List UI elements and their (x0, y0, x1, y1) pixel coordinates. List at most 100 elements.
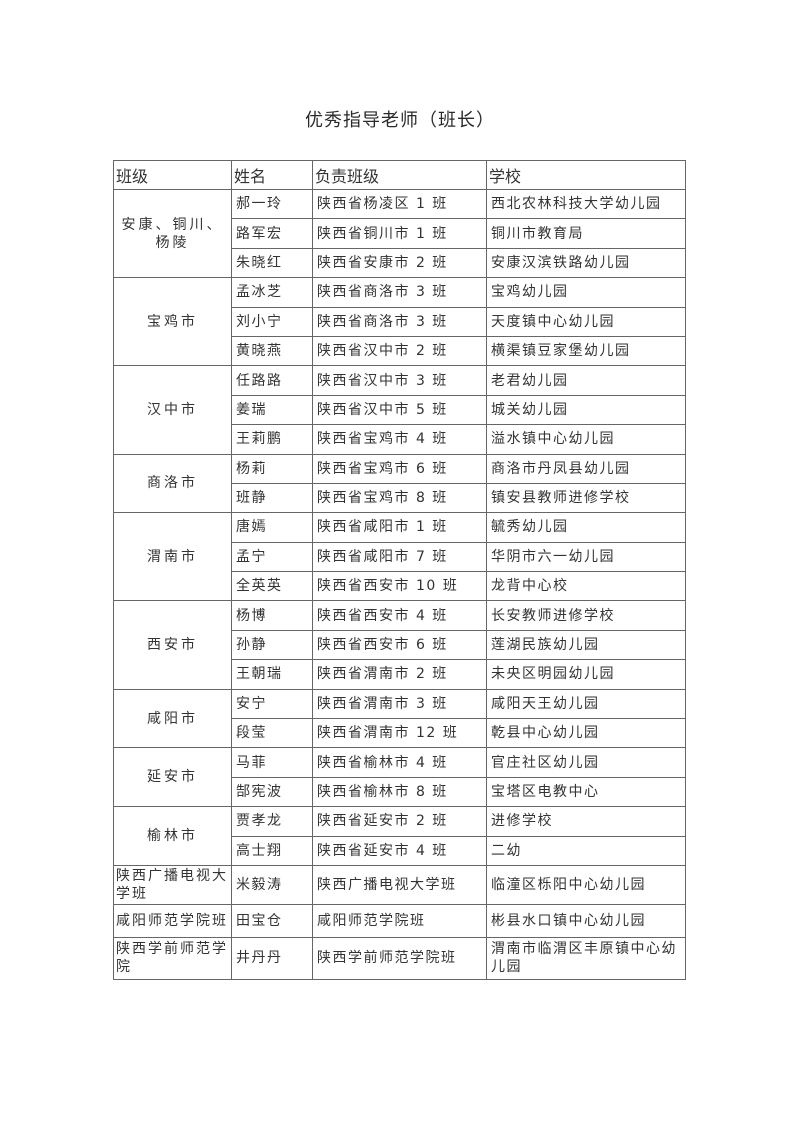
teacher-cell: 杨莉 (231, 453, 313, 484)
class-cell: 陕西省渭南市 3 班 (312, 688, 487, 720)
class-cell: 陕西省宝鸡市 4 班 (312, 424, 487, 455)
class-cell: 陕西省汉中市 5 班 (312, 394, 487, 426)
class-cell: 陕西省铜川市 1 班 (312, 218, 487, 249)
class-cell: 陕西省延安市 4 班 (312, 835, 487, 866)
class-cell: 陕西省安康市 2 班 (312, 247, 487, 279)
teacher-cell: 刘小宁 (231, 306, 313, 337)
table-row: 渭南市 唐嫣 陕西省咸阳市 1 班毓秀幼儿园 (113, 512, 686, 602)
school-cell: 咸阳天王幼儿园 (486, 688, 686, 720)
school-cell: 宝塔区电教中心 (486, 776, 686, 808)
school-cell: 未央区明园幼儿园 (486, 659, 686, 690)
table-row: 西安市 杨博 陕西省西安市 4 班长安教师进修学校 (113, 600, 686, 690)
class-cell: 陕西省延安市 2 班 (312, 806, 487, 837)
school-cell: 溢水镇中心幼儿园 (486, 424, 686, 455)
table-row: 朱晓红 陕西省安康市 2 班安康汉滨铁路幼儿园 (114, 247, 686, 279)
school-cell: 进修学校 (486, 806, 686, 837)
school-cell: 长安教师进修学校 (486, 600, 686, 631)
school-cell: 华阴市六一幼儿园 (486, 541, 686, 573)
table-row: 孟宁 陕西省咸阳市 7 班华阴市六一幼儿园 (114, 541, 686, 573)
school-cell: 二幼 (486, 835, 686, 866)
class-cell: 陕西省汉中市 2 班 (312, 335, 487, 367)
table-row: 陕西学前师范学院 井丹丹 陕西学前师范学院班 渭南市临渭区丰原镇中心幼儿园 (113, 936, 686, 980)
group-cell: 陕西广播电视大学班 (113, 864, 232, 905)
school-cell: 毓秀幼儿园 (486, 512, 686, 543)
class-cell: 陕西省汉中市 3 班 (312, 365, 487, 396)
group-cell: 宝鸡市 (113, 277, 232, 367)
group-cell: 咸阳市 (113, 688, 232, 749)
class-cell: 陕西省咸阳市 1 班 (312, 512, 487, 543)
class-cell: 陕西广播电视大学班 (312, 864, 487, 905)
table-row: 延安市 马菲 陕西省榆林市 4 班官庄社区幼儿园 (113, 747, 686, 808)
teacher-cell: 班静 (231, 482, 313, 514)
teacher-cell: 井丹丹 (231, 936, 313, 980)
school-cell: 渭南市临渭区丰原镇中心幼儿园 (486, 936, 686, 980)
table-row: 汉中市 任路路 陕西省汉中市 3 班老君幼儿园 (113, 365, 686, 455)
teacher-cell: 贾孝龙 (231, 806, 313, 837)
class-cell: 陕西学前师范学院班 (312, 936, 487, 980)
school-cell: 宝鸡幼儿园 (486, 277, 686, 308)
group-cell: 商洛市 (113, 453, 232, 514)
teacher-cell: 王朝瑞 (231, 659, 313, 690)
school-cell: 商洛市丹凤县幼儿园 (486, 453, 686, 484)
header-class: 负责班级 (312, 160, 487, 190)
header-group: 班级 (113, 160, 232, 190)
teacher-cell: 安宁 (231, 688, 313, 720)
table-row: 班静 陕西省宝鸡市 8 班镇安县教师进修学校 (114, 482, 686, 514)
school-cell: 横渠镇豆家堡幼儿园 (486, 335, 686, 367)
table-header-row: 班级 姓名 负责班级 学校 (113, 160, 686, 190)
class-cell: 陕西省西安市 6 班 (312, 629, 487, 661)
class-cell: 咸阳师范学院班 (312, 903, 487, 938)
teacher-cell: 任路路 (231, 365, 313, 396)
teacher-cell: 段莹 (231, 718, 313, 749)
school-cell: 安康汉滨铁路幼儿园 (486, 247, 686, 279)
table-row: 姜瑞 陕西省汉中市 5 班城关幼儿园 (114, 394, 686, 426)
school-cell: 西北农林科技大学幼儿园 (486, 188, 686, 220)
teacher-cell: 郜宪波 (231, 776, 313, 808)
group-cell: 咸阳师范学院班 (113, 903, 232, 938)
header-name: 姓名 (231, 160, 313, 190)
school-cell: 镇安县教师进修学校 (486, 482, 686, 514)
school-cell: 天度镇中心幼儿园 (486, 306, 686, 337)
teacher-cell: 杨博 (231, 600, 313, 631)
table-row: 安康、铜川、杨陵 郝一玲 陕西省杨凌区 1 班西北农林科技大学幼儿园 (113, 188, 686, 279)
school-cell: 彬县水口镇中心幼儿园 (486, 903, 686, 938)
teacher-cell: 唐嫣 (231, 512, 313, 543)
table-row: 王莉鹏 陕西省宝鸡市 4 班溢水镇中心幼儿园 (114, 424, 686, 455)
teacher-cell: 路军宏 (231, 218, 313, 249)
header-school: 学校 (486, 160, 686, 190)
teacher-cell: 孟冰芝 (231, 277, 313, 308)
class-cell: 陕西省咸阳市 7 班 (312, 541, 487, 573)
table-row: 咸阳师范学院班 田宝仓 咸阳师范学院班 彬县水口镇中心幼儿园 (113, 903, 686, 938)
teacher-cell: 王莉鹏 (231, 424, 313, 455)
group-cell: 渭南市 (113, 512, 232, 602)
table-row: 孙静 陕西省西安市 6 班莲湖民族幼儿园 (114, 629, 686, 661)
table-row: 榆林市 贾孝龙 陕西省延安市 2 班进修学校 (113, 806, 686, 866)
teacher-cell: 高士翔 (231, 835, 313, 866)
school-cell: 官庄社区幼儿园 (486, 747, 686, 778)
group-cell: 榆林市 (113, 806, 232, 866)
class-cell: 陕西省宝鸡市 6 班 (312, 453, 487, 484)
class-cell: 陕西省西安市 10 班 (312, 571, 487, 602)
class-cell: 陕西省商洛市 3 班 (312, 277, 487, 308)
table-row: 陕西广播电视大学班 米毅涛 陕西广播电视大学班 临潼区栎阳中心幼儿园 (113, 864, 686, 905)
school-cell: 城关幼儿园 (486, 394, 686, 426)
table-row: 高士翔 陕西省延安市 4 班二幼 (114, 835, 686, 866)
teacher-cell: 姜瑞 (231, 394, 313, 426)
table-row: 王朝瑞 陕西省渭南市 2 班未央区明园幼儿园 (114, 659, 686, 690)
teacher-cell: 郝一玲 (231, 188, 313, 220)
class-cell: 陕西省商洛市 3 班 (312, 306, 487, 337)
table-row: 宝鸡市 孟冰芝 陕西省商洛市 3 班宝鸡幼儿园 (113, 277, 686, 367)
teacher-cell: 马菲 (231, 747, 313, 778)
group-cell: 延安市 (113, 747, 232, 808)
table-row: 刘小宁 陕西省商洛市 3 班天度镇中心幼儿园 (114, 306, 686, 337)
school-cell: 龙背中心校 (486, 571, 686, 602)
teacher-cell: 田宝仓 (231, 903, 313, 938)
school-cell: 乾县中心幼儿园 (486, 718, 686, 749)
group-cell: 汉中市 (113, 365, 232, 455)
table-row: 全英英 陕西省西安市 10 班龙背中心校 (114, 571, 686, 602)
class-cell: 陕西省西安市 4 班 (312, 600, 487, 631)
table-row: 黄晓燕 陕西省汉中市 2 班横渠镇豆家堡幼儿园 (114, 335, 686, 367)
group-cell: 陕西学前师范学院 (113, 936, 232, 980)
page-title: 优秀指导老师（班长） (305, 110, 495, 131)
school-cell: 铜川市教育局 (486, 218, 686, 249)
